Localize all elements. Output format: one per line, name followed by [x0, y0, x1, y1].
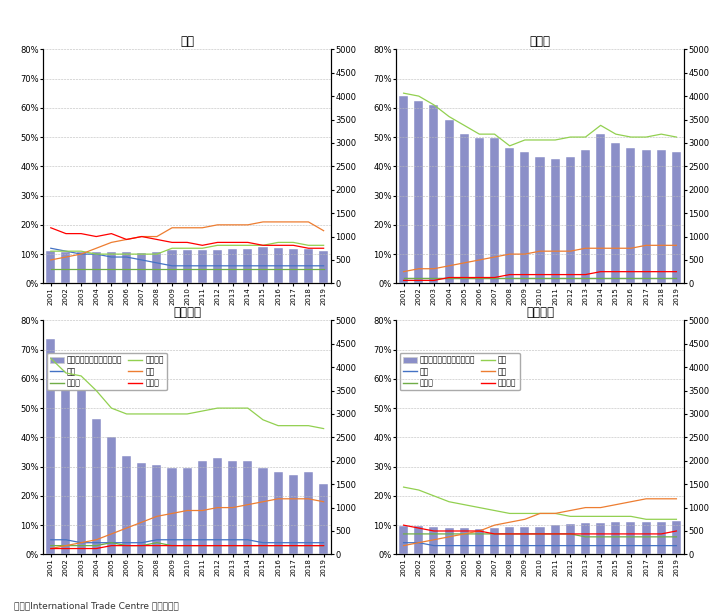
- Bar: [490, 528, 499, 554]
- Title: カナダ: カナダ: [529, 35, 551, 48]
- Bar: [107, 252, 116, 283]
- Bar: [228, 461, 237, 554]
- Bar: [138, 253, 146, 283]
- Bar: [642, 522, 651, 554]
- Bar: [657, 150, 666, 283]
- Bar: [474, 529, 484, 554]
- Bar: [213, 458, 222, 554]
- Bar: [429, 527, 438, 554]
- Bar: [76, 372, 86, 554]
- Bar: [61, 362, 71, 554]
- Bar: [274, 248, 283, 283]
- Bar: [91, 419, 101, 554]
- Bar: [581, 150, 590, 283]
- Bar: [107, 437, 116, 554]
- Bar: [243, 461, 253, 554]
- Bar: [581, 522, 590, 554]
- Title: ブラジル: ブラジル: [526, 306, 554, 319]
- Bar: [459, 528, 469, 554]
- Bar: [459, 134, 469, 283]
- Bar: [596, 134, 606, 283]
- Bar: [566, 157, 575, 283]
- Bar: [198, 249, 207, 283]
- Bar: [672, 521, 681, 554]
- Bar: [611, 522, 621, 554]
- Bar: [399, 526, 408, 554]
- Bar: [76, 252, 86, 283]
- Bar: [138, 463, 146, 554]
- Bar: [429, 105, 438, 283]
- Bar: [91, 253, 101, 283]
- Bar: [521, 527, 529, 554]
- Bar: [444, 528, 454, 554]
- Bar: [505, 527, 514, 554]
- Bar: [319, 484, 328, 554]
- Title: メキシコ: メキシコ: [174, 306, 201, 319]
- Bar: [626, 148, 636, 283]
- Bar: [304, 249, 313, 283]
- Bar: [414, 526, 423, 554]
- Bar: [289, 475, 298, 554]
- Bar: [626, 522, 636, 554]
- Title: 米国: 米国: [180, 35, 194, 48]
- Bar: [536, 527, 544, 554]
- Bar: [319, 251, 328, 283]
- Text: 資料：International Trade Centre から作成。: 資料：International Trade Centre から作成。: [14, 601, 179, 610]
- Bar: [258, 247, 268, 283]
- Legend: 輸入先集中度指数（右軸）, 日本, ドイツ, メキシコ, 中国, カナダ: 輸入先集中度指数（右軸）, 日本, ドイツ, メキシコ, 中国, カナダ: [47, 353, 167, 391]
- Bar: [258, 468, 268, 554]
- Bar: [122, 456, 131, 554]
- Bar: [168, 468, 176, 554]
- Bar: [198, 461, 207, 554]
- Bar: [289, 249, 298, 283]
- Bar: [61, 251, 71, 283]
- Bar: [657, 522, 666, 554]
- Bar: [596, 522, 606, 554]
- Bar: [399, 96, 408, 283]
- Bar: [153, 251, 161, 283]
- Bar: [213, 249, 222, 283]
- Bar: [46, 339, 55, 554]
- Bar: [551, 160, 559, 283]
- Bar: [304, 472, 313, 554]
- Bar: [122, 252, 131, 283]
- Bar: [490, 138, 499, 283]
- Bar: [642, 150, 651, 283]
- Bar: [243, 249, 253, 283]
- Bar: [444, 120, 454, 283]
- Bar: [536, 157, 544, 283]
- Bar: [611, 143, 621, 283]
- Legend: 輸入先集中度指数（右軸）, 日本, ドイツ, 米国, 中国, メキシコ: 輸入先集中度指数（右軸）, 日本, ドイツ, 米国, 中国, メキシコ: [400, 353, 520, 391]
- Bar: [566, 524, 575, 554]
- Bar: [153, 466, 161, 554]
- Bar: [183, 468, 192, 554]
- Bar: [505, 148, 514, 283]
- Bar: [414, 101, 423, 283]
- Bar: [521, 152, 529, 283]
- Bar: [672, 152, 681, 283]
- Bar: [551, 525, 559, 554]
- Bar: [474, 138, 484, 283]
- Bar: [274, 472, 283, 554]
- Bar: [228, 249, 237, 283]
- Bar: [183, 249, 192, 283]
- Bar: [46, 251, 55, 283]
- Bar: [168, 249, 176, 283]
